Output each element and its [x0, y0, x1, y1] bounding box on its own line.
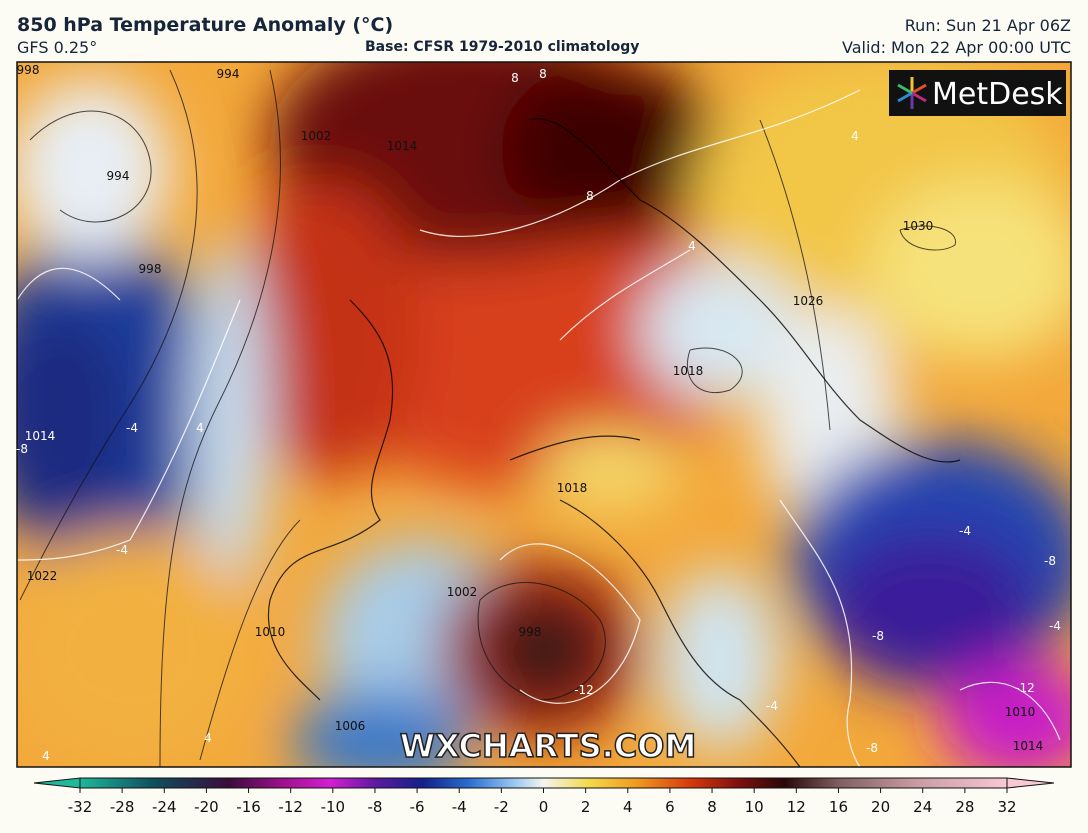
- colorbar-tick-label: -10: [321, 798, 346, 816]
- colorbar-tick-label: 0: [539, 798, 549, 816]
- run: Run: Sun 21 Apr 06Z: [904, 16, 1071, 35]
- colorbar-tick-label: 24: [913, 798, 932, 816]
- contour-label: 8: [511, 71, 519, 85]
- contour-label: -12: [574, 683, 594, 697]
- contour-label: 1002: [447, 585, 478, 599]
- colorbar-tick-label: -4: [452, 798, 467, 816]
- colorbar-tick-label: 32: [997, 798, 1016, 816]
- contour-label: 8: [586, 189, 594, 203]
- contour-label: 1026: [793, 294, 824, 308]
- colorbar-tick-label: -32: [68, 798, 93, 816]
- contour-label: -8: [16, 442, 28, 456]
- contour-label: -4: [959, 524, 971, 538]
- contour-label: 1018: [673, 364, 704, 378]
- colorbar-tick-label: -16: [236, 798, 261, 816]
- colorbar-tick-label: -20: [194, 798, 219, 816]
- colorbar-tick-label: 28: [955, 798, 974, 816]
- contour-label: 1010: [255, 625, 286, 639]
- colorbar-tick-label: 16: [829, 798, 848, 816]
- logo-icon: [897, 77, 927, 109]
- colorbar-max-arrow: [1006, 777, 1055, 789]
- colorbar-tick-label: -8: [367, 798, 382, 816]
- model: GFS 0.25°: [17, 38, 98, 57]
- colorbar-tick-label: 2: [581, 798, 591, 816]
- contour-label: -8: [872, 629, 884, 643]
- valid: Valid: Mon 22 Apr 00:00 UTC: [842, 38, 1071, 57]
- contour-label: 998: [519, 625, 542, 639]
- colorbar-tick-label: -24: [152, 798, 177, 816]
- base: Base: CFSR 1979-2010 climatology: [365, 39, 640, 55]
- contour-label: 994: [217, 67, 240, 81]
- colorbar-tick-label: 12: [787, 798, 806, 816]
- colorbar-tick-label: -12: [278, 798, 303, 816]
- colorbar-tick-label: 10: [745, 798, 764, 816]
- contour-label: 1014: [1013, 739, 1044, 753]
- contour-label: 1018: [557, 481, 588, 495]
- contour-label: 1006: [335, 719, 366, 733]
- logo: MetDesk: [932, 77, 1063, 112]
- contour-label: 1014: [25, 429, 56, 443]
- colorbar-min-arrow: [33, 777, 81, 789]
- colorbar-tick-label: 6: [665, 798, 675, 816]
- colorbar-tick-label: -28: [110, 798, 135, 816]
- colorbar-tick-label: -6: [410, 798, 425, 816]
- contour-label: -4: [126, 421, 138, 435]
- watermark: WXCHARTS.COM: [400, 727, 697, 765]
- contour-label: 4: [42, 749, 50, 763]
- map-frame: [16, 61, 1072, 768]
- contour-label: -8: [1044, 554, 1056, 568]
- contour-label: 4: [851, 129, 859, 143]
- contour-label: -8: [866, 741, 878, 755]
- colorbar-tick-label: -2: [494, 798, 509, 816]
- title: 850 hPa Temperature Anomaly (°C): [17, 14, 394, 36]
- contour-label: 1002: [301, 129, 332, 143]
- contour-label: 1014: [387, 139, 418, 153]
- contour-label: 1010: [1005, 705, 1036, 719]
- logo-box: [889, 70, 1066, 116]
- contour-label: -4: [766, 699, 778, 713]
- contour-label: -12: [1015, 681, 1035, 695]
- contour-label: 4: [688, 239, 696, 253]
- contour-label: 994: [107, 169, 130, 183]
- contour-label: 4: [204, 731, 212, 745]
- contour-label: 4: [196, 421, 204, 435]
- field: [17, 62, 1071, 767]
- contour-label: 998: [17, 63, 40, 77]
- contour-label: 1030: [903, 219, 934, 233]
- contour-label: 998: [139, 262, 162, 276]
- colorbar-tick-label: 8: [707, 798, 717, 816]
- contour-label: -4: [1049, 619, 1061, 633]
- contour-label: 1022: [27, 569, 58, 583]
- contour-label: 8: [539, 67, 547, 81]
- contour-label: -4: [116, 543, 128, 557]
- colorbar-tick-label: 20: [871, 798, 890, 816]
- colorbar-tick-label: 4: [623, 798, 633, 816]
- colorbar: [79, 777, 1008, 789]
